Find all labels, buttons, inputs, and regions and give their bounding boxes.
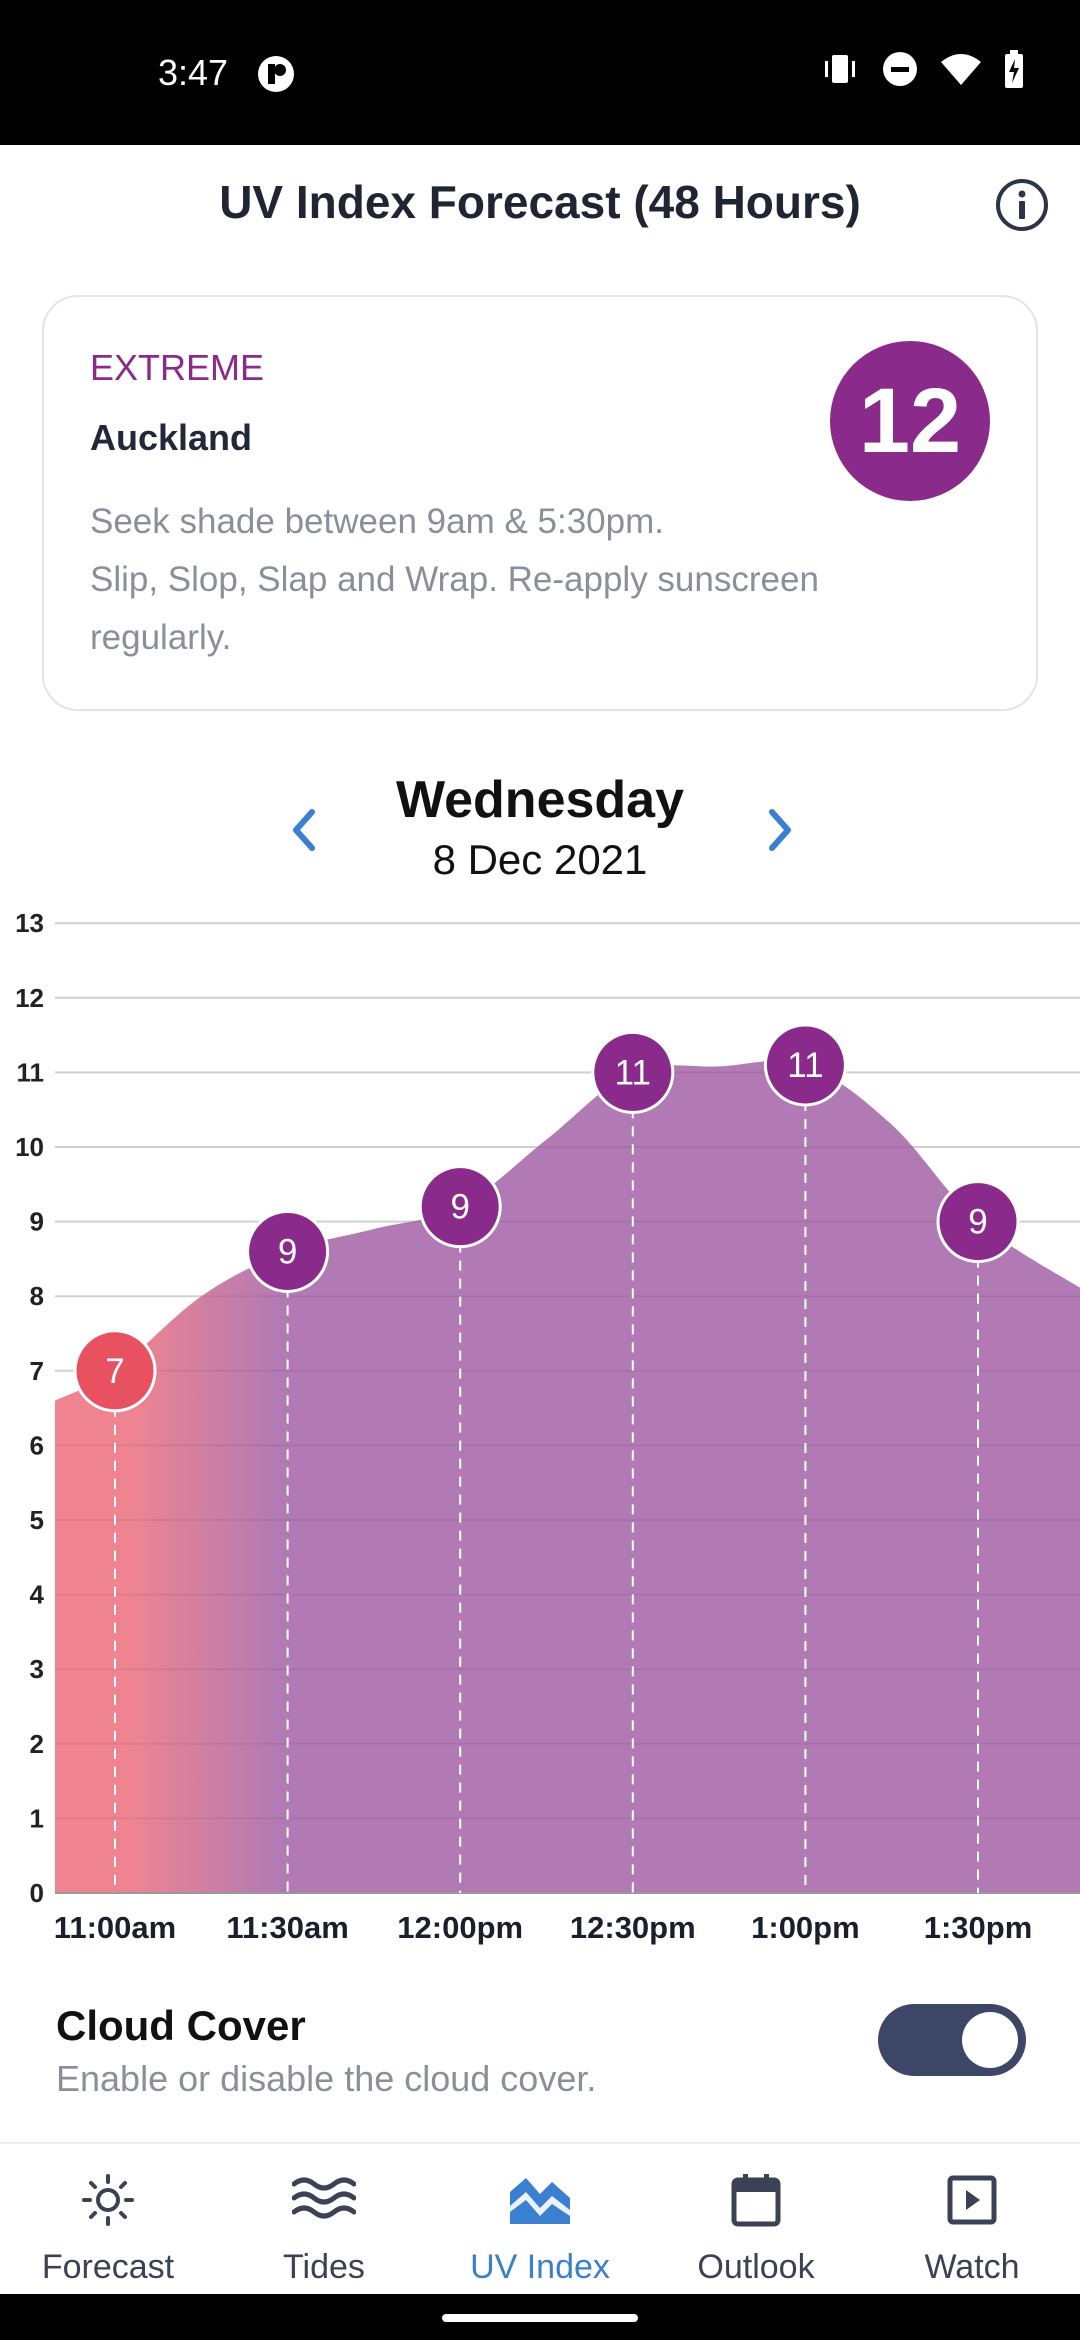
home-indicator	[442, 2314, 638, 2322]
day-navigator: Wednesday 8 Dec 2021	[0, 760, 1080, 900]
uv-point[interactable]	[73, 1329, 157, 1413]
status-time: 3:47	[158, 52, 229, 93]
y-tick-label: 6	[30, 1430, 44, 1460]
status-icons	[820, 50, 1024, 88]
uv-point-label: 9	[968, 1203, 987, 1242]
uv-point-label: 11	[787, 1046, 823, 1085]
nav-outlook[interactable]: Outlook	[648, 2144, 864, 2296]
page-title: UV Index Forecast (48 Hours)	[219, 176, 861, 228]
uv-point-label: 9	[450, 1188, 469, 1227]
x-tick-label: 12:30pm	[570, 1910, 696, 1945]
uv-chart-icon	[510, 2178, 570, 2224]
app-bar: UV Index Forecast (48 Hours)	[0, 145, 1080, 265]
x-tick-label: 12:00pm	[397, 1910, 523, 1945]
advice-line-2: Slip, Slop, Slap and Wrap. Re-apply suns…	[90, 560, 819, 657]
uv-point[interactable]	[763, 1023, 847, 1107]
day-date: 8 Dec 2021	[432, 836, 648, 883]
y-tick-label: 3	[30, 1654, 44, 1684]
uv-area	[55, 1060, 1080, 1893]
y-tick-label: 2	[30, 1729, 44, 1759]
play-icon	[947, 2175, 997, 2225]
y-tick-label: 5	[30, 1505, 44, 1535]
sun-icon	[82, 2174, 134, 2226]
x-tick-label: 1:00pm	[751, 1910, 860, 1945]
uv-point-label: 11	[615, 1053, 651, 1092]
x-tick-label: 11:00am	[54, 1910, 176, 1945]
nav-label-uv-index: UV Index	[470, 2248, 610, 2286]
info-icon[interactable]	[994, 177, 1050, 233]
y-tick-label: 9	[30, 1207, 44, 1237]
chevron-left-icon[interactable]	[280, 800, 328, 860]
sun-advice: Seek shade between 9am & 5:30pm. Slip, S…	[90, 493, 910, 667]
nav-label-forecast: Forecast	[41, 2248, 175, 2286]
status-bar: 3:47	[0, 0, 1080, 145]
cloud-cover-subtitle: Enable or disable the cloud cover.	[56, 2058, 597, 2099]
toggle-knob	[962, 2012, 1018, 2068]
gesture-bar	[0, 2294, 1080, 2340]
x-tick-label: 11:30am	[226, 1910, 348, 1945]
uv-summary-card: EXTREME Auckland Seek shade between 9am …	[42, 295, 1038, 711]
nav-label-tides: Tides	[283, 2248, 365, 2286]
y-tick-label: 1	[30, 1803, 44, 1833]
vibrate-icon	[825, 55, 855, 83]
day-name: Wednesday	[395, 771, 685, 829]
uv-point[interactable]	[246, 1209, 330, 1293]
y-tick-label: 8	[30, 1281, 44, 1311]
uv-point-label: 7	[105, 1352, 124, 1391]
waves-icon	[292, 2177, 356, 2219]
wifi-icon	[941, 54, 981, 85]
nav-uv-index[interactable]: UV Index	[432, 2144, 648, 2296]
y-tick-label: 11	[17, 1057, 45, 1087]
uv-point[interactable]	[591, 1030, 675, 1114]
cloud-cover-toggle[interactable]	[878, 2004, 1026, 2076]
y-tick-label: 12	[15, 983, 44, 1013]
nav-forecast[interactable]: Forecast	[0, 2144, 216, 2296]
calendar-icon	[731, 2174, 781, 2227]
cloud-cover-title: Cloud Cover	[56, 2002, 306, 2049]
nav-watch[interactable]: Watch	[864, 2144, 1080, 2296]
y-tick-label: 4	[30, 1580, 45, 1610]
uv-level-label: EXTREME	[90, 347, 265, 388]
nav-label-watch: Watch	[924, 2248, 1020, 2286]
chevron-right-icon[interactable]	[756, 800, 804, 860]
battery-charging-icon	[1005, 50, 1023, 88]
advice-line-1: Seek shade between 9am & 5:30pm.	[90, 502, 664, 541]
app-notification-icon	[258, 56, 294, 92]
nav-label-outlook: Outlook	[697, 2248, 815, 2286]
y-tick-label: 0	[30, 1878, 44, 1908]
location-name: Auckland	[90, 417, 253, 458]
uv-point-label: 9	[278, 1232, 297, 1271]
cloud-cover-setting: Cloud Cover Enable or disable the cloud …	[0, 1980, 1080, 2120]
y-tick-label: 7	[30, 1356, 44, 1386]
y-tick-label: 13	[15, 908, 44, 938]
x-tick-label: 1:30pm	[924, 1910, 1033, 1945]
uv-point[interactable]	[936, 1180, 1020, 1264]
nav-tides[interactable]: Tides	[216, 2144, 432, 2296]
bottom-navigation: Forecast Tides UV Index Outlook	[0, 2142, 1080, 2296]
do-not-disturb-icon	[883, 52, 917, 86]
uv-index-badge: 12	[830, 341, 990, 501]
uv-point[interactable]	[418, 1165, 502, 1249]
y-tick-label: 10	[15, 1132, 44, 1162]
